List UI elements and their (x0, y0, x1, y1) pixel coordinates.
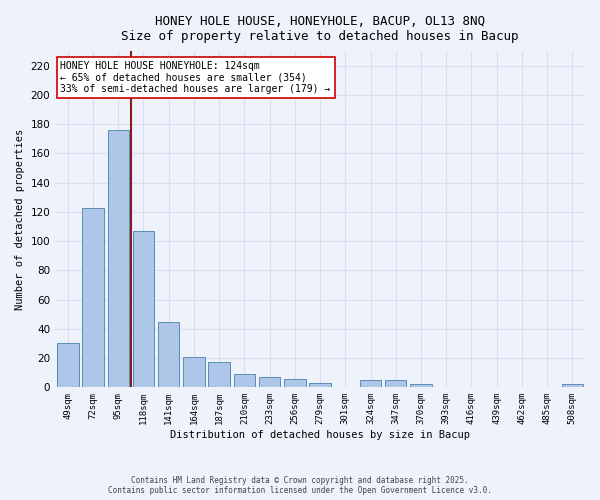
Bar (259, 377, 280, 388)
Bar (82, 208, 104, 388)
Bar (385, 380, 406, 388)
Bar (233, 374, 255, 388)
Bar (133, 231, 154, 388)
Bar (107, 130, 129, 388)
Bar (284, 378, 305, 388)
Text: Contains HM Land Registry data © Crown copyright and database right 2025.
Contai: Contains HM Land Registry data © Crown c… (108, 476, 492, 495)
Bar (360, 380, 381, 388)
Bar (310, 383, 331, 388)
Bar (208, 362, 230, 388)
Text: HONEY HOLE HOUSE HONEYHOLE: 124sqm
← 65% of detached houses are smaller (354)
33: HONEY HOLE HOUSE HONEYHOLE: 124sqm ← 65%… (61, 61, 331, 94)
Bar (562, 384, 583, 388)
X-axis label: Distribution of detached houses by size in Bacup: Distribution of detached houses by size … (170, 430, 470, 440)
Y-axis label: Number of detached properties: Number of detached properties (15, 128, 25, 310)
Bar (183, 356, 205, 388)
Bar (158, 322, 179, 388)
Bar (57, 344, 79, 388)
Bar (410, 384, 432, 388)
Title: HONEY HOLE HOUSE, HONEYHOLE, BACUP, OL13 8NQ
Size of property relative to detach: HONEY HOLE HOUSE, HONEYHOLE, BACUP, OL13… (121, 15, 519, 43)
